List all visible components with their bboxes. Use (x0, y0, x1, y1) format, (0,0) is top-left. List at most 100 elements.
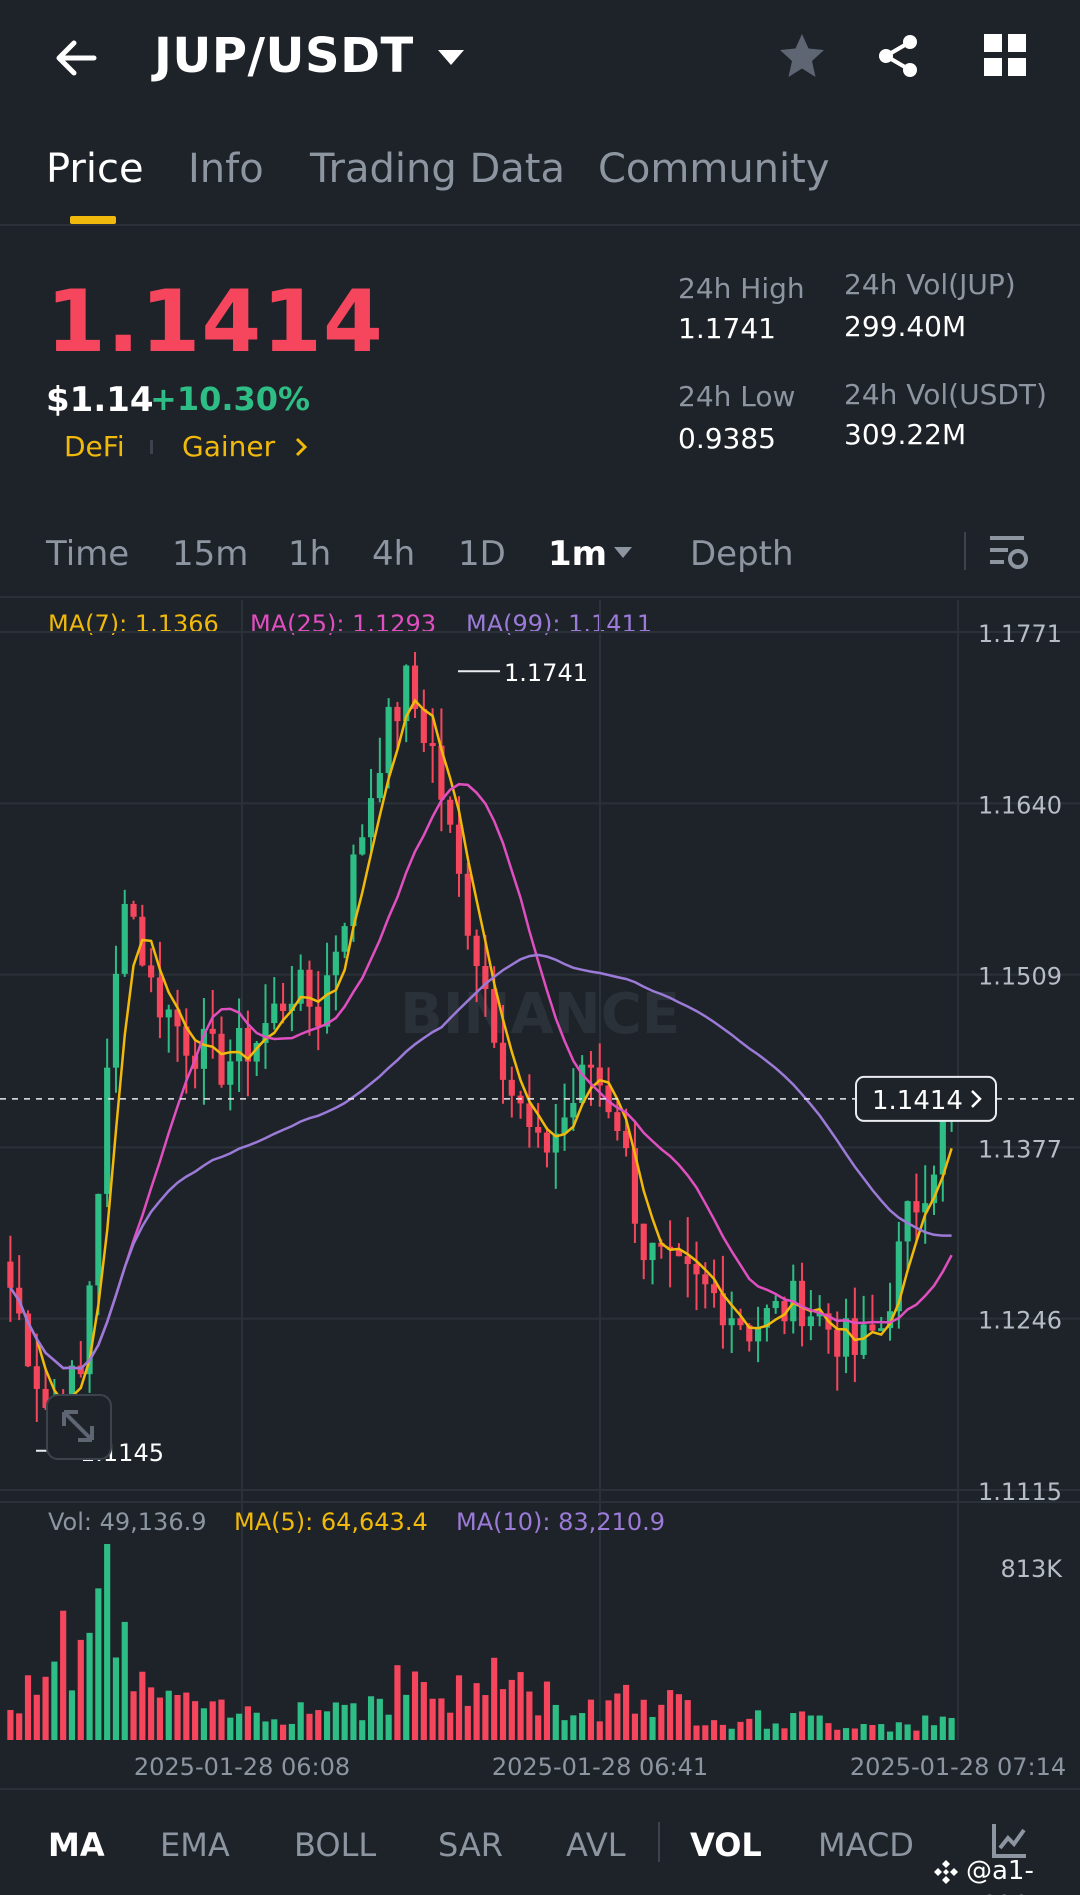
volume-bar (684, 1700, 691, 1740)
volume-bar (68, 1690, 76, 1740)
volume-bar (473, 1683, 480, 1740)
last-price-tag (855, 1075, 997, 1122)
tab-price[interactable]: Price (46, 146, 144, 192)
volume-bar (640, 1699, 647, 1740)
volume-bar (763, 1728, 770, 1740)
volume-bar (411, 1671, 419, 1740)
interval-depth[interactable]: Depth (690, 534, 794, 574)
candle-body (280, 1003, 287, 1011)
candle-body (209, 1028, 216, 1034)
low-value: 0.9385 (678, 422, 776, 455)
ma25-line (9, 782, 953, 1370)
candle-body (42, 1388, 49, 1408)
volume-bar (499, 1689, 507, 1740)
indicator-sar[interactable]: SAR (438, 1826, 504, 1864)
volume-bar (455, 1675, 463, 1740)
candle-body (570, 1103, 577, 1118)
volume-bar (535, 1715, 542, 1740)
price-change: +10.30% (150, 380, 311, 418)
tab-community[interactable]: Community (598, 146, 830, 192)
star-icon[interactable] (776, 30, 828, 82)
candle-body (587, 1064, 595, 1068)
price-tick-label: 1.1771 (978, 620, 1062, 648)
tab-info[interactable]: Info (188, 146, 264, 192)
volume-bar (420, 1682, 427, 1740)
interval-1d[interactable]: 1D (458, 534, 506, 574)
volume-bar (200, 1708, 207, 1740)
candle-body (244, 1028, 251, 1062)
chart-watermark: BINANCE (400, 982, 680, 1047)
volume-bar (517, 1672, 524, 1740)
indicator-icon[interactable] (990, 1820, 1030, 1860)
grid-icon[interactable] (982, 32, 1028, 78)
chart-settings-icon[interactable] (988, 532, 1030, 572)
candle-body (121, 903, 128, 974)
interval-1h[interactable]: 1h (288, 534, 332, 574)
volume-bar (60, 1610, 67, 1740)
volume-bar (77, 1639, 84, 1740)
volume-bar (543, 1681, 551, 1740)
indicator-vol[interactable]: VOL (690, 1826, 762, 1864)
candle-body (95, 1193, 102, 1286)
back-arrow-icon[interactable] (48, 30, 104, 86)
candle-body (684, 1256, 691, 1265)
volume-bar (675, 1694, 682, 1740)
caret-down-icon[interactable] (434, 44, 468, 70)
candle-body (482, 966, 489, 990)
interval-1m[interactable]: 1m (548, 534, 608, 574)
volume-bar (271, 1719, 278, 1740)
indicator-ema[interactable]: EMA (160, 1826, 230, 1864)
candle-body (930, 1174, 938, 1204)
volume-bar (939, 1716, 946, 1740)
candles (7, 651, 955, 1426)
candle-body (438, 745, 445, 800)
volume-bar (482, 1695, 489, 1740)
candle-body (535, 1126, 542, 1133)
tab-trading-data[interactable]: Trading Data (310, 146, 565, 192)
expand-icon[interactable] (46, 1394, 112, 1460)
interval-15m[interactable]: 15m (172, 534, 249, 574)
volume-bar (350, 1703, 357, 1740)
tag-defi[interactable]: DeFi (64, 430, 125, 463)
volume-bar (614, 1693, 621, 1740)
candle-body (939, 1116, 946, 1175)
candle-body (130, 903, 137, 917)
volume-bar (878, 1724, 885, 1740)
chevron-right-icon[interactable] (292, 436, 310, 458)
caret-down-icon[interactable] (612, 544, 634, 560)
candle-body (218, 1033, 225, 1085)
indicator-ma[interactable]: MA (48, 1826, 105, 1864)
volume-bar (772, 1723, 779, 1740)
volume-bar (218, 1699, 225, 1740)
price-chart[interactable]: BINANCE 1.17711.16401.15091.13771.12461.… (0, 600, 1080, 1780)
candle-body (376, 773, 383, 799)
vol-ma10-legend: MA(10): 83,210.9 (456, 1508, 665, 1536)
volume-bar (737, 1721, 744, 1740)
indicator-avl[interactable]: AVL (566, 1826, 626, 1864)
volume-bar (728, 1728, 735, 1740)
time-tick-label: 2025-01-28 07:14 (850, 1753, 1066, 1780)
candle-body (394, 706, 401, 722)
candle-body (183, 1026, 190, 1056)
share-icon[interactable] (872, 30, 924, 82)
indicator-macd[interactable]: MACD (818, 1826, 914, 1864)
volume-bar (895, 1722, 902, 1740)
pair-title[interactable]: JUP/USDT (154, 28, 414, 84)
interval-time[interactable]: Time (46, 534, 130, 574)
candle-body (834, 1329, 841, 1357)
candle-body (403, 665, 410, 722)
interval-4h[interactable]: 4h (372, 534, 416, 574)
candle-body (156, 977, 164, 1018)
indicator-boll[interactable]: BOLL (294, 1826, 377, 1864)
price-tick-label: 1.1377 (978, 1135, 1062, 1163)
volume-bar (244, 1706, 251, 1740)
volume-bar (570, 1715, 577, 1740)
tag-separator (150, 440, 153, 454)
candle-body (24, 1313, 32, 1367)
volume-bar (658, 1704, 665, 1740)
tag-gainer[interactable]: Gainer (182, 430, 276, 463)
volume-bar (104, 1544, 111, 1740)
candle-body (297, 969, 304, 1004)
candle-body (737, 1318, 744, 1326)
volume-bar (746, 1718, 753, 1740)
